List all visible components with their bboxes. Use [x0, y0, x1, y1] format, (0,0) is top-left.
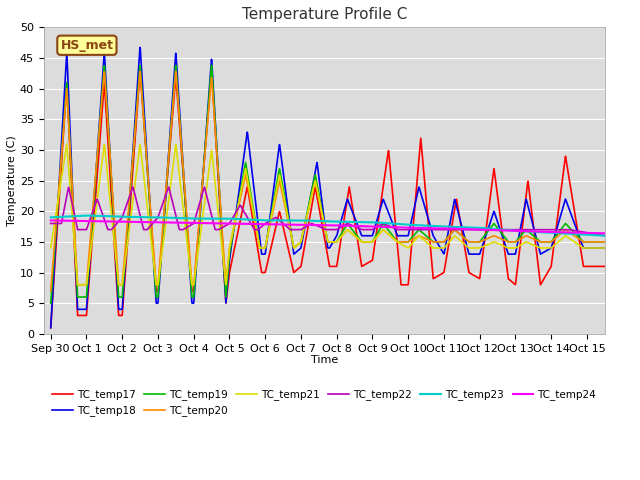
TC_temp17 [75, 312, 83, 318]
TC_temp23 [585, 232, 593, 238]
TC_temp17 [585, 264, 593, 269]
TC_temp18 [601, 245, 609, 251]
TC_temp17 [302, 237, 310, 243]
Y-axis label: Temperature (C): Temperature (C) [7, 135, 17, 226]
TC_temp17 [483, 217, 491, 223]
TC_temp20 [75, 282, 83, 288]
TC_temp22 [129, 184, 137, 190]
Title: Temperature Profile C: Temperature Profile C [241, 7, 407, 22]
TC_temp18 [317, 186, 324, 192]
TC_temp19 [483, 229, 491, 235]
Line: TC_temp20: TC_temp20 [51, 72, 605, 291]
Line: TC_temp23: TC_temp23 [51, 216, 605, 236]
TC_temp19 [601, 239, 609, 245]
TC_temp21 [63, 141, 70, 147]
TC_temp22 [302, 224, 310, 230]
TC_temp21 [76, 282, 83, 288]
TC_temp21 [47, 245, 54, 251]
TC_temp22 [585, 230, 593, 236]
TC_temp22 [47, 221, 54, 227]
TC_temp18 [302, 220, 310, 226]
TC_temp21 [302, 217, 310, 223]
TC_temp19 [302, 216, 310, 222]
X-axis label: Time: Time [310, 355, 338, 365]
TC_temp21 [74, 282, 81, 288]
TC_temp18 [483, 228, 491, 234]
TC_temp24 [75, 218, 83, 224]
TC_temp23 [317, 218, 324, 224]
TC_temp24 [47, 217, 54, 223]
TC_temp18 [136, 45, 144, 50]
TC_temp24 [601, 230, 609, 236]
Line: TC_temp19: TC_temp19 [51, 65, 605, 303]
Line: TC_temp21: TC_temp21 [51, 144, 605, 285]
TC_temp17 [601, 264, 609, 269]
TC_temp20 [483, 236, 491, 241]
TC_temp20 [585, 239, 593, 245]
Line: TC_temp22: TC_temp22 [51, 187, 605, 236]
TC_temp20 [172, 69, 180, 74]
TC_temp20 [585, 239, 593, 245]
TC_temp18 [47, 325, 54, 331]
TC_temp24 [584, 230, 592, 236]
Line: TC_temp17: TC_temp17 [51, 72, 605, 328]
TC_temp17 [207, 69, 215, 74]
TC_temp17 [585, 264, 593, 269]
TC_temp23 [75, 213, 83, 219]
TC_temp23 [83, 213, 90, 218]
TC_temp24 [316, 222, 324, 228]
TC_temp20 [302, 218, 310, 224]
TC_temp22 [75, 227, 83, 232]
TC_temp19 [585, 239, 593, 245]
TC_temp21 [484, 242, 492, 248]
Text: HS_met: HS_met [60, 39, 113, 52]
TC_temp18 [585, 245, 593, 251]
TC_temp19 [47, 300, 54, 306]
Line: TC_temp24: TC_temp24 [51, 220, 605, 233]
TC_temp22 [483, 227, 491, 232]
TC_temp24 [585, 230, 593, 236]
TC_temp17 [47, 325, 54, 331]
TC_temp21 [317, 204, 324, 210]
TC_temp20 [317, 203, 324, 209]
Line: TC_temp18: TC_temp18 [51, 48, 605, 328]
TC_temp23 [601, 233, 609, 239]
Legend: TC_temp17, TC_temp18, TC_temp19, TC_temp20, TC_temp21, TC_temp22, TC_temp23, TC_: TC_temp17, TC_temp18, TC_temp19, TC_temp… [48, 385, 600, 420]
TC_temp19 [317, 199, 324, 205]
TC_temp23 [585, 232, 593, 238]
TC_temp21 [601, 245, 609, 251]
TC_temp22 [585, 230, 593, 236]
TC_temp18 [75, 306, 83, 312]
TC_temp17 [317, 213, 324, 218]
TC_temp22 [317, 224, 324, 230]
TC_temp23 [302, 218, 310, 224]
TC_temp21 [586, 245, 593, 251]
TC_temp21 [585, 245, 593, 251]
TC_temp19 [585, 239, 593, 245]
TC_temp22 [601, 233, 609, 239]
TC_temp24 [483, 227, 491, 233]
TC_temp19 [75, 294, 83, 300]
TC_temp24 [301, 222, 309, 228]
TC_temp23 [483, 226, 491, 231]
TC_temp20 [47, 288, 54, 294]
TC_temp19 [207, 62, 215, 68]
TC_temp18 [585, 245, 593, 251]
TC_temp23 [47, 215, 54, 220]
TC_temp20 [601, 239, 609, 245]
